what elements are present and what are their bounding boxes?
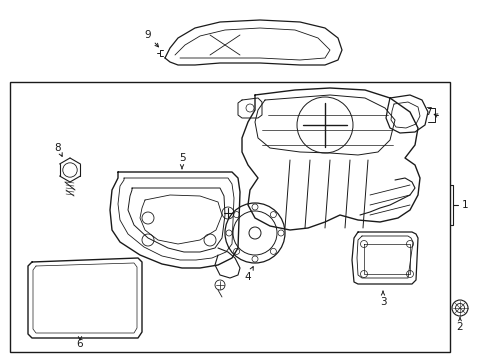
Text: 1: 1 xyxy=(462,200,468,210)
Text: 3: 3 xyxy=(380,297,386,307)
Text: 7: 7 xyxy=(425,107,431,117)
Text: 9: 9 xyxy=(145,30,151,40)
Text: 8: 8 xyxy=(55,143,61,153)
Text: 2: 2 xyxy=(457,322,464,332)
Bar xyxy=(10,82,450,352)
Text: 6: 6 xyxy=(77,339,83,349)
Text: 5: 5 xyxy=(179,153,185,163)
Text: 4: 4 xyxy=(245,272,251,282)
